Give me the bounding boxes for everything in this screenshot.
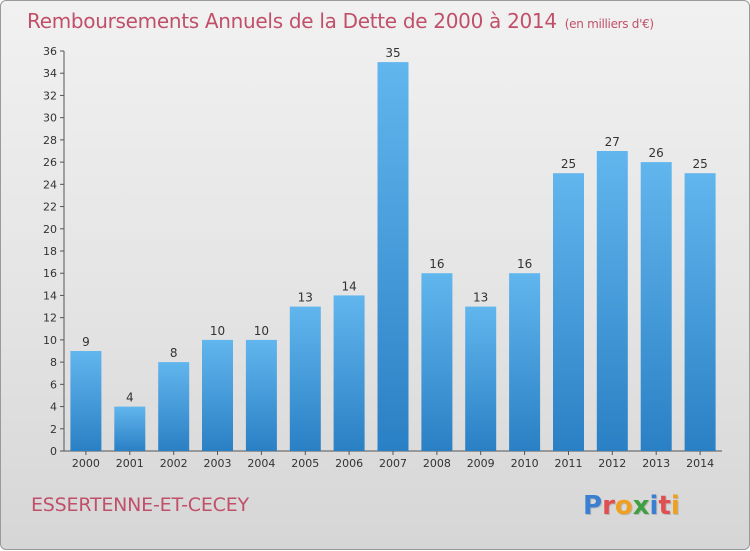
bar-value-label: 16	[517, 257, 532, 271]
y-tick-label: 34	[43, 67, 57, 80]
bar	[114, 406, 146, 451]
y-tick-label: 18	[43, 245, 57, 258]
proxiti-logo: Proxiti	[583, 491, 680, 521]
bar-value-label: 8	[170, 346, 178, 360]
bar-value-label: 10	[254, 324, 269, 338]
bar-value-label: 26	[649, 146, 664, 160]
logo-letter: i	[670, 491, 680, 521]
bar	[684, 173, 716, 451]
logo-letter: t	[658, 491, 671, 521]
x-tick-label: 2008	[423, 457, 451, 470]
bar-value-label: 14	[341, 279, 356, 293]
logo-letter: r	[602, 491, 615, 521]
x-tick-label: 2011	[555, 457, 583, 470]
y-tick-label: 22	[43, 201, 57, 214]
x-tick-label: 2005	[291, 457, 319, 470]
x-tick-label: 2001	[116, 457, 144, 470]
x-tick-label: 2012	[598, 457, 626, 470]
bar-value-label: 16	[429, 257, 444, 271]
bar	[289, 306, 321, 451]
bar	[465, 306, 497, 451]
y-tick-label: 0	[50, 445, 57, 458]
x-tick-label: 2007	[379, 457, 407, 470]
x-tick-label: 2009	[467, 457, 495, 470]
bar	[640, 162, 672, 451]
x-tick-label: 2013	[642, 457, 670, 470]
logo-letter: P	[583, 491, 603, 521]
chart-title-text: Remboursements Annuels de la Dette de 20…	[27, 9, 557, 33]
bar	[202, 339, 233, 451]
chart-title: Remboursements Annuels de la Dette de 20…	[27, 9, 654, 33]
bar	[158, 362, 190, 451]
y-tick-label: 32	[43, 89, 57, 102]
y-tick-label: 16	[43, 267, 57, 280]
y-tick-label: 30	[43, 112, 57, 125]
commune-name: ESSERTENNE-ET-CECEY	[31, 494, 249, 516]
y-tick-label: 14	[43, 289, 57, 302]
y-tick-label: 20	[43, 223, 57, 236]
x-tick-label: 2004	[247, 457, 275, 470]
bar-value-label: 9	[82, 335, 90, 349]
bar-value-label: 4	[126, 391, 134, 405]
y-tick-label: 12	[43, 312, 57, 325]
y-tick-label: 10	[43, 334, 57, 347]
logo-letter: o	[614, 491, 633, 521]
bar	[377, 62, 409, 451]
bar	[421, 273, 453, 451]
bar	[596, 151, 628, 451]
x-tick-label: 2010	[511, 457, 539, 470]
bar-value-label: 13	[298, 291, 313, 305]
y-tick-label: 2	[50, 423, 57, 436]
bar-value-label: 25	[561, 157, 576, 171]
bar-value-label: 13	[473, 291, 488, 305]
x-tick-label: 2006	[335, 457, 363, 470]
x-tick-label: 2002	[160, 457, 188, 470]
y-tick-label: 36	[43, 45, 57, 58]
y-tick-label: 26	[43, 156, 57, 169]
bar-value-label: 25	[692, 157, 707, 171]
bar-value-label: 27	[605, 135, 620, 149]
bars: 9 4 8 10 10 13 14 35 16 13 16 25 27 26 25	[70, 46, 716, 451]
bar-value-label: 35	[385, 46, 400, 60]
y-tick-label: 4	[50, 401, 57, 414]
bar	[553, 173, 584, 451]
y-tick-label: 28	[43, 134, 57, 147]
y-tick-label: 24	[43, 178, 57, 191]
bar	[245, 339, 277, 451]
y-tick-label: 6	[50, 378, 57, 391]
x-tick-label: 2014	[686, 457, 714, 470]
bar	[509, 273, 541, 451]
chart-unit: (en milliers d'€)	[564, 17, 654, 31]
bar	[333, 295, 365, 451]
logo-letter: x	[632, 491, 650, 521]
logo-letter: i	[649, 491, 659, 521]
bar-value-label: 10	[210, 324, 225, 338]
x-tick-label: 2000	[72, 457, 100, 470]
y-tick-label: 8	[50, 356, 57, 369]
bar	[70, 351, 102, 451]
x-tick-label: 2003	[204, 457, 232, 470]
